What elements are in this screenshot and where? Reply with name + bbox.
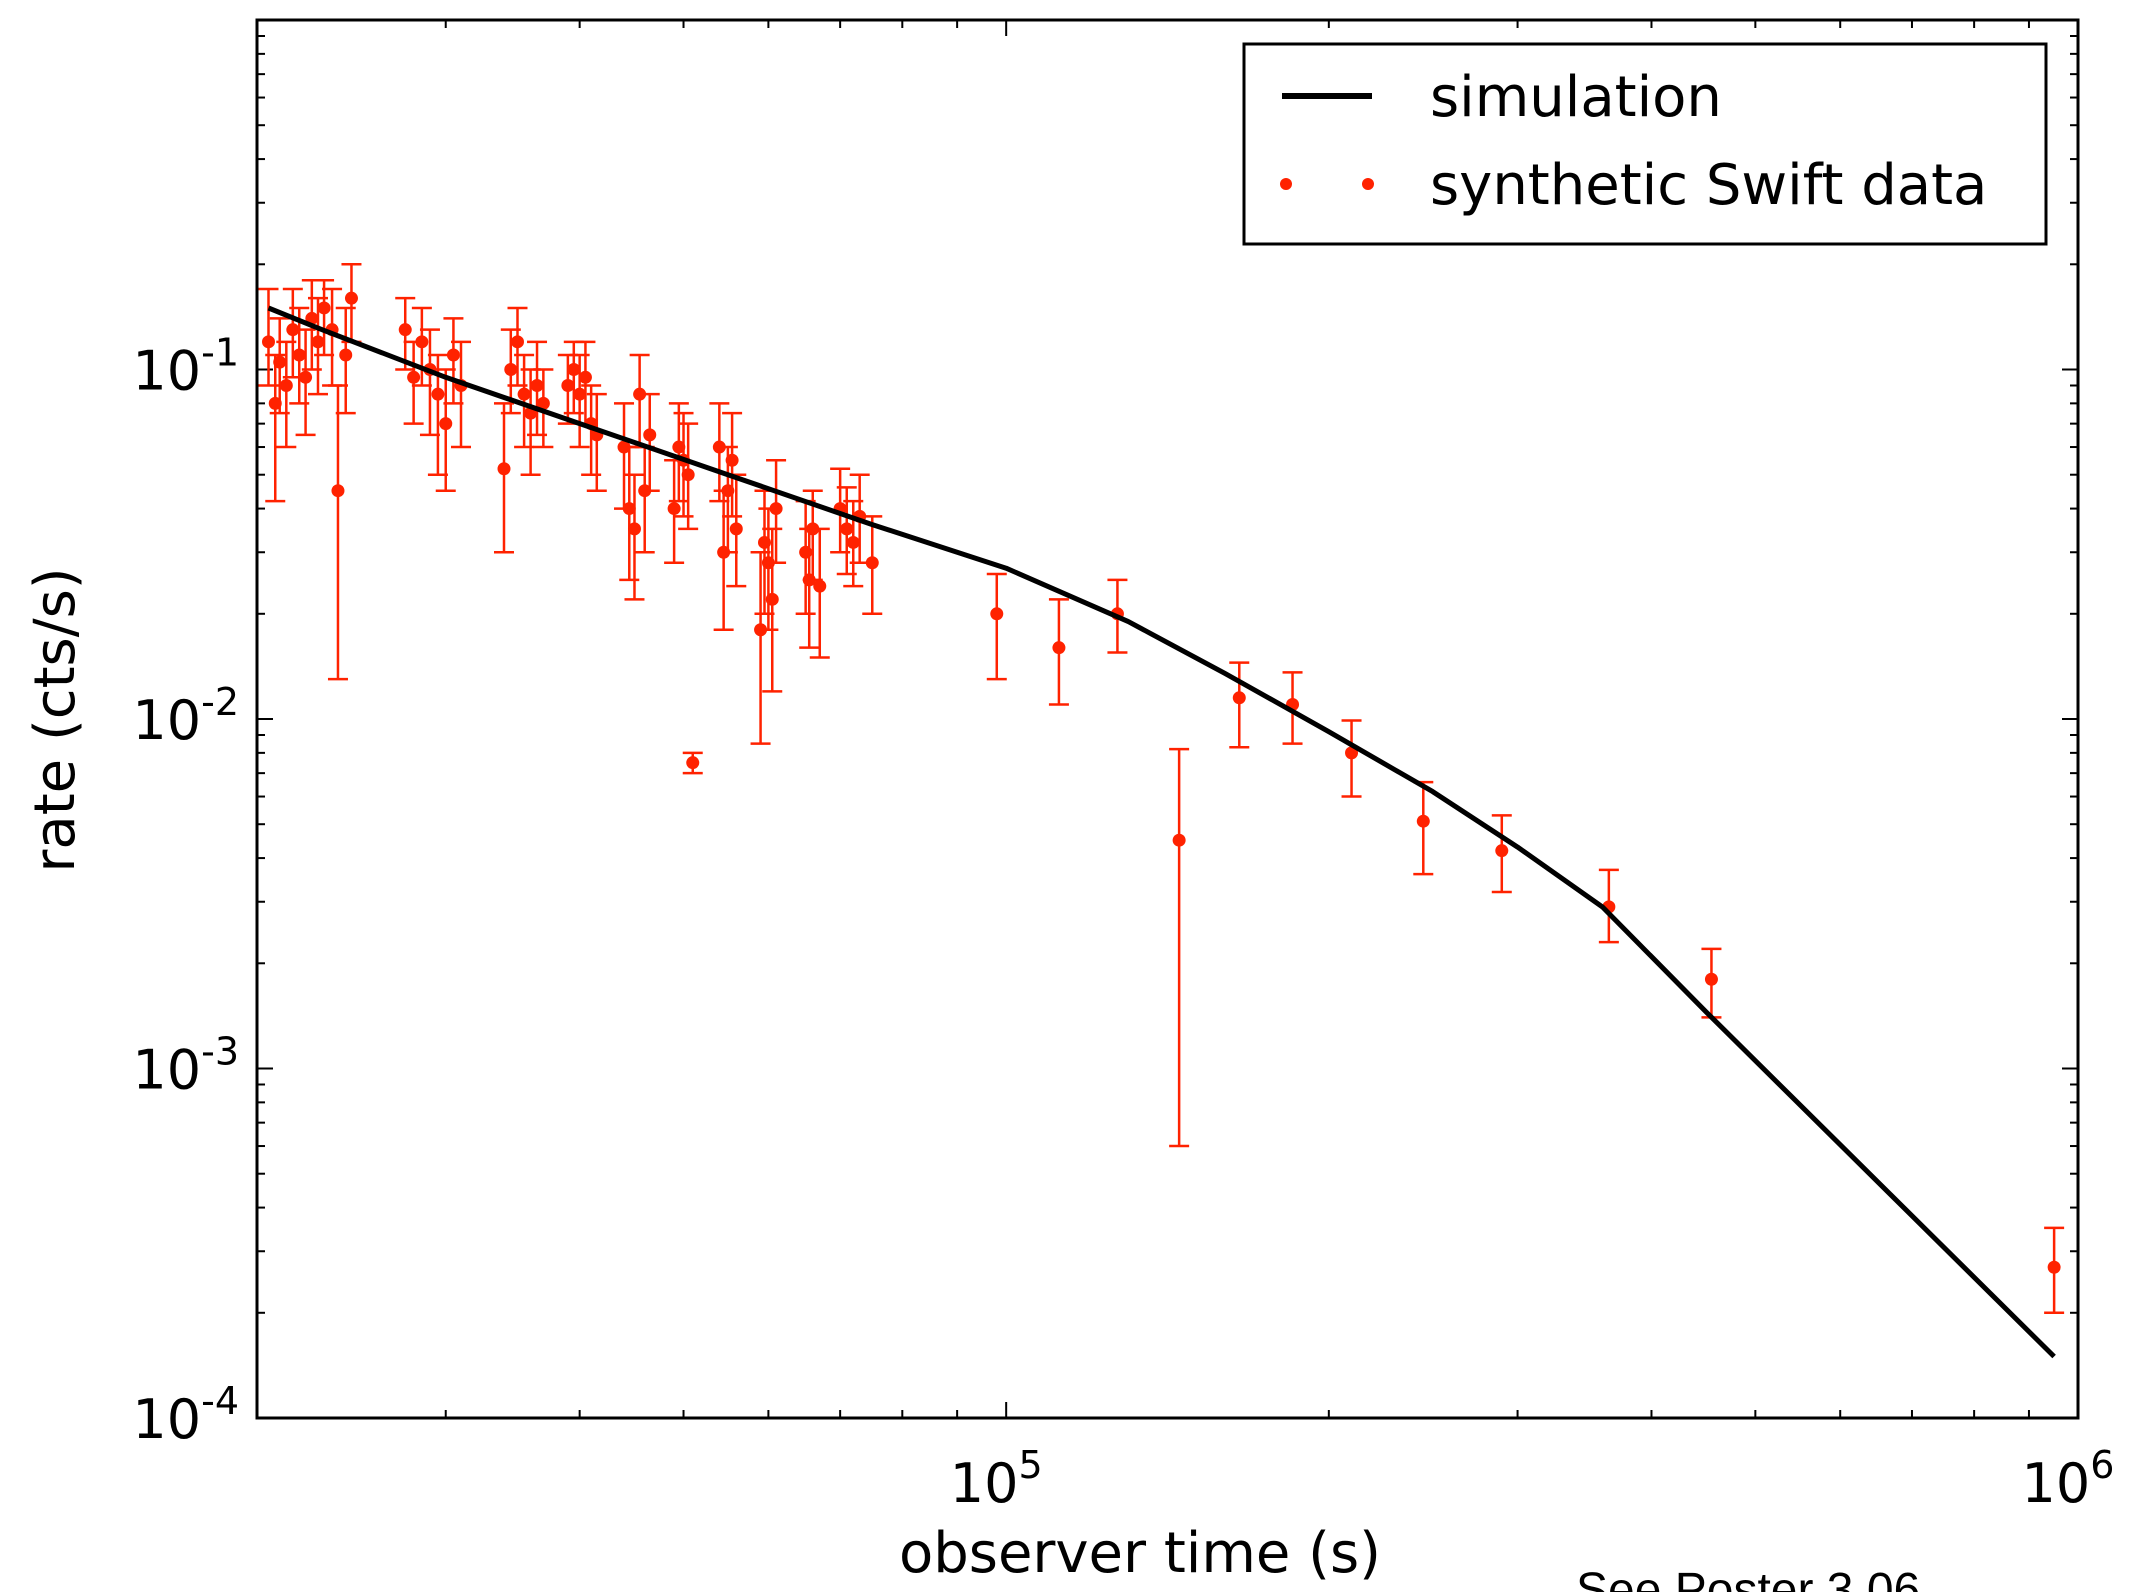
data-point (339, 348, 353, 362)
data-point (667, 502, 681, 516)
data-point (331, 484, 345, 498)
data-point (273, 355, 287, 369)
data-point (439, 417, 453, 431)
data-point (1416, 814, 1430, 828)
data-point (517, 387, 531, 401)
data-point (504, 363, 518, 376)
data-point (446, 348, 460, 362)
data-points (258, 263, 2065, 1315)
data-point (415, 335, 429, 349)
legend-point-swatch-a (1280, 178, 1292, 190)
y-axis-title: rate (cts/s) (23, 567, 88, 872)
data-point (398, 323, 412, 337)
data-point (865, 556, 879, 570)
legend-label-swift: synthetic Swift data (1430, 153, 1987, 218)
legend-label-simulation: simulation (1430, 65, 1722, 130)
data-point (1052, 641, 1066, 655)
y-tick-label-exp: -1 (201, 331, 239, 375)
data-point (407, 370, 421, 384)
y-tick-label-exp: -2 (201, 680, 239, 724)
data-point (299, 370, 313, 384)
data-point (1345, 746, 1359, 760)
footnote: See Poster 3.06 (1576, 1564, 1920, 1592)
data-point (497, 462, 511, 476)
data-point (681, 468, 695, 482)
data-point (769, 502, 783, 516)
data-point (846, 535, 860, 549)
data-point (344, 291, 358, 305)
data-point (643, 428, 657, 442)
data-point (317, 301, 331, 315)
y-tick-label-exp: -4 (201, 1379, 239, 1423)
x-tick-label-base: 10 (950, 1452, 1019, 1515)
data-point (261, 335, 275, 349)
x-tick-label: 106 (2022, 1443, 2115, 1515)
data-point (573, 387, 587, 401)
x-tick-label-base: 10 (2022, 1452, 2091, 1515)
y-tick-label: 10-4 (132, 1379, 239, 1451)
data-point (561, 378, 575, 392)
data-point (729, 522, 743, 536)
data-point (1172, 833, 1186, 847)
x-tick-label: 105 (950, 1443, 1043, 1515)
y-tick-label-base: 10 (132, 1388, 201, 1451)
x-tick-label-exp: 5 (1018, 1443, 1042, 1487)
data-point (510, 335, 524, 349)
data-point (686, 756, 700, 770)
data-point (1495, 844, 1509, 858)
simulation-line-group (267, 305, 2056, 1359)
data-point (1232, 691, 1246, 705)
legend-box (1242, 42, 2048, 246)
data-point (1704, 972, 1718, 986)
y-tick-label-base: 10 (132, 1039, 201, 1102)
x-tick-label-exp: 6 (2090, 1443, 2114, 1487)
y-tick-label: 10-2 (132, 680, 239, 752)
data-point (279, 378, 293, 392)
data-point (286, 323, 300, 337)
data-point (431, 387, 445, 401)
data-point (622, 502, 636, 516)
data-point (990, 607, 1004, 621)
legend: simulation synthetic Swift data (1242, 42, 2048, 246)
data-point (292, 348, 306, 362)
data-point (311, 335, 325, 349)
data-point (725, 453, 739, 467)
data-point (530, 378, 544, 392)
data-point (765, 592, 779, 606)
data-point (578, 370, 592, 384)
simulation-line (267, 305, 2056, 1359)
y-tick-label: 10-3 (132, 1030, 239, 1102)
data-point (567, 363, 581, 376)
data-point (536, 396, 550, 410)
x-axis-title: observer time (s) (899, 1521, 1381, 1586)
data-point (813, 579, 827, 593)
y-tick-label-base: 10 (132, 689, 201, 752)
data-point (672, 440, 686, 454)
y-tick-label-base: 10 (132, 340, 201, 403)
y-tick-label: 10-1 (132, 331, 239, 403)
legend-point-swatch-b (1362, 178, 1374, 190)
data-point (2047, 1260, 2061, 1274)
data-point (633, 387, 647, 401)
data-point (627, 522, 641, 536)
y-axis-ticks: 10-110-210-310-4 (132, 34, 2078, 1451)
x-axis-ticks: 105 106 (256, 20, 2115, 1515)
data-point (840, 522, 854, 536)
y-tick-label-exp: -3 (201, 1030, 239, 1074)
